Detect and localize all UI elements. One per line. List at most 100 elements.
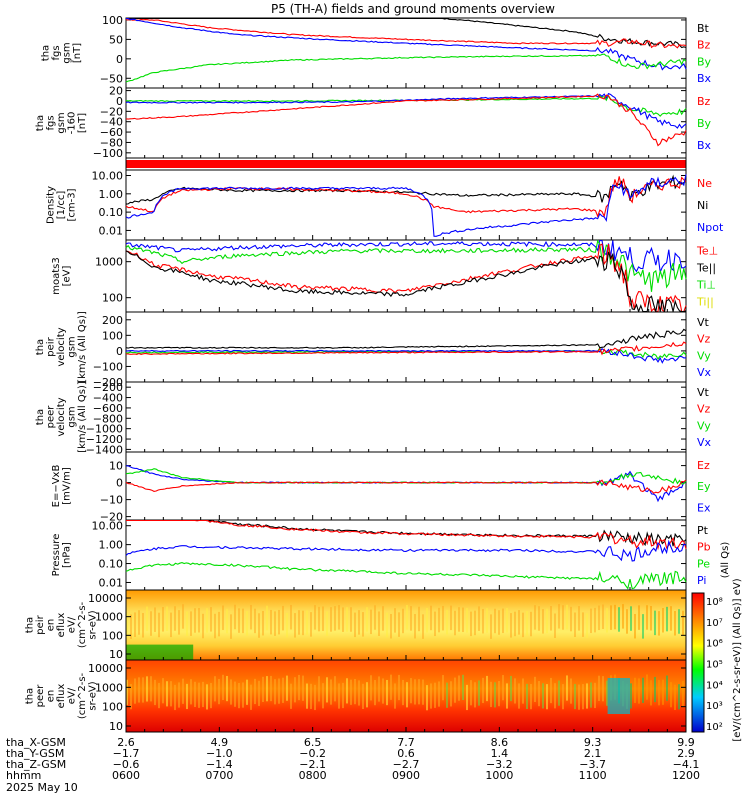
x-axis-block: tha_X-GSM 2.6 4.9 6.5 7.7 8.6 9.3 9.9 tha_Y-GSM −… xyxy=(6,736,700,794)
heatmap-cell xyxy=(638,678,640,704)
heatmap-cell xyxy=(506,607,508,633)
heatmap-cell xyxy=(494,608,496,634)
heatmap-cell xyxy=(298,610,300,635)
y-axis-label: gsm xyxy=(67,336,78,357)
panel-frame xyxy=(125,451,687,521)
heatmap-cell xyxy=(454,677,456,703)
heatmap-cell xyxy=(630,683,632,709)
heatmap-cell xyxy=(678,684,680,710)
heatmap-cell xyxy=(534,605,536,630)
heatmap-cell xyxy=(546,608,548,634)
legend-label: Vy xyxy=(697,419,711,432)
x-row-value: 6.5 xyxy=(304,736,322,749)
heatmap-cell xyxy=(362,683,364,710)
heatmap-cell xyxy=(174,606,176,631)
y-tick-label: 1000 xyxy=(95,611,123,624)
heatmap-cell xyxy=(318,606,320,632)
heatmap-cell xyxy=(250,684,252,710)
heatmap-cell xyxy=(242,608,244,634)
x-row-value: 0900 xyxy=(392,769,420,782)
band-fill xyxy=(126,160,686,168)
legend-label: Te|| xyxy=(696,261,716,274)
series-line xyxy=(125,174,687,205)
heatmap-cell xyxy=(238,608,240,633)
heatmap-cell xyxy=(302,610,304,636)
pressure-side-label: (All Qs) xyxy=(720,542,731,579)
heatmap-cell xyxy=(490,681,492,708)
heatmap-cell xyxy=(566,675,568,701)
heatmap-cell xyxy=(306,610,308,635)
y-axis-label: Density xyxy=(46,186,57,224)
heatmap-cell xyxy=(194,681,196,708)
heatmap-cell xyxy=(486,608,488,633)
y-tick-label: −10 xyxy=(100,494,123,507)
panel-10: 10000 1000 100 10 tha peer en eflux eV/(cm^2-s-s… xyxy=(25,659,687,733)
heatmap-cell xyxy=(290,683,292,709)
y-axis-label: peer xyxy=(46,405,57,429)
heatmap-cell xyxy=(246,679,248,705)
heatmap-cell xyxy=(462,674,464,701)
heatmap-cell xyxy=(310,683,312,710)
heatmap-cell xyxy=(518,683,520,709)
y-tick-label: −80 xyxy=(100,136,123,149)
y-tick-label: 100 xyxy=(102,329,123,342)
legend-label: Bt xyxy=(697,22,710,35)
legend-label: Vz xyxy=(697,333,711,346)
heatmap-cell xyxy=(158,682,160,709)
heatmap-cell xyxy=(294,677,296,703)
x-row-value: 1200 xyxy=(672,769,700,782)
heatmap-cell xyxy=(154,679,156,706)
heatmap-cell xyxy=(354,678,356,705)
heatmap-cell xyxy=(518,610,520,635)
legend-label: Pi xyxy=(697,574,706,587)
heatmap-cell xyxy=(682,680,684,707)
series-line xyxy=(125,18,687,49)
heatmap-cell xyxy=(514,611,516,637)
legend-label: Ti⊥ xyxy=(696,279,716,292)
heatmap-cell xyxy=(390,613,392,639)
heatmap-cell xyxy=(590,608,592,634)
heatmap-cell xyxy=(158,612,160,638)
y-tick-label: 10.00 xyxy=(92,170,124,183)
y-tick-label: −40 xyxy=(100,116,123,129)
x-row-label: tha_X-GSM xyxy=(6,736,66,749)
y-axis-label: -160 xyxy=(67,112,78,135)
series-line xyxy=(125,239,687,292)
y-tick-label: 0 xyxy=(116,345,123,358)
heatmap-cell xyxy=(198,607,200,633)
y-axis-label: [km/s (All Qs)] xyxy=(77,381,88,453)
heatmap-cell xyxy=(198,682,200,708)
heatmap-cell xyxy=(598,605,600,631)
heatmap-cell xyxy=(286,612,288,638)
heatmap-cell xyxy=(126,612,128,638)
legend-label: Pt xyxy=(697,524,709,537)
heatmap-cell xyxy=(206,608,208,633)
panel-frame xyxy=(125,381,687,453)
y-axis-label: peir xyxy=(35,614,46,634)
heatmap-cell xyxy=(454,610,456,636)
heatmap-cell xyxy=(522,678,524,704)
heatmap-cell xyxy=(390,674,392,700)
y-axis-label: (cm^2-s- xyxy=(77,601,88,648)
heatmap-cell xyxy=(474,610,476,636)
heatmap-cell xyxy=(414,679,416,705)
heatmap-cell xyxy=(210,682,212,709)
heatmap-cell xyxy=(626,609,628,634)
heatmap-cell xyxy=(426,685,428,711)
heatmap-cell xyxy=(190,679,192,705)
panel-7: 10 0 −10 −20 E=−VxB [mV/m] Ez Ey Ex xyxy=(51,451,711,524)
heatmap-cell xyxy=(270,675,272,702)
heatmap-cell xyxy=(138,677,140,703)
y-tick-label: −100 xyxy=(93,147,123,160)
x-row-value: 4.9 xyxy=(211,736,229,749)
heatmap-cell xyxy=(506,683,508,709)
heatmap-cell xyxy=(422,679,424,705)
heatmap-cell xyxy=(682,610,684,636)
y-tick-label: −200 xyxy=(93,376,123,389)
legend-label: Ne xyxy=(697,177,712,190)
heatmap-cell xyxy=(450,605,452,631)
panel-0: 100 50 0 −50 tha fgs gsm [nT] Bt Bz By Bx xyxy=(40,14,712,89)
heatmap-cell xyxy=(178,682,180,708)
heatmap-cell xyxy=(286,675,288,701)
y-tick-label: 10000 xyxy=(88,662,123,675)
